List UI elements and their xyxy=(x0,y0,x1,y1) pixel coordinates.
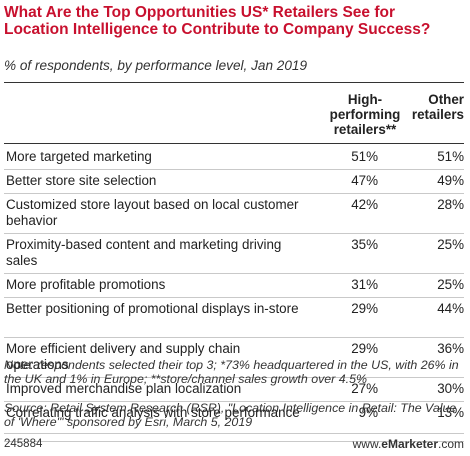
value-high-performing: 29% xyxy=(351,301,378,316)
value-high-performing: 27% xyxy=(351,381,378,396)
column-header-high-performing: High-performing retailers** xyxy=(329,92,401,137)
row-label: More efficient delivery and supply chain… xyxy=(6,341,241,372)
row-label: Proximity-based content and marketing dr… xyxy=(6,237,282,268)
chart-title: What Are the Top Opportunities US* Retai… xyxy=(4,4,431,38)
row-label: More targeted marketing xyxy=(6,149,152,164)
top-rule xyxy=(4,82,464,83)
value-high-performing: 9% xyxy=(358,405,378,420)
footer-rule xyxy=(4,433,464,434)
row-label: Improved merchandise plan localization xyxy=(6,381,242,396)
value-other-retailers: 51% xyxy=(437,149,464,164)
row-label: Correlating traffic analysis with store … xyxy=(6,405,300,420)
value-high-performing: 51% xyxy=(351,149,378,164)
table-row: Proximity-based content and marketing dr… xyxy=(4,233,464,274)
value-high-performing: 29% xyxy=(351,341,378,356)
row-label: Customized store layout based on local c… xyxy=(6,197,299,228)
value-high-performing: 35% xyxy=(351,237,378,252)
row-label: More profitable promotions xyxy=(6,277,166,292)
table-row: More profitable promotions 31% 25% xyxy=(4,273,464,298)
row-label: Better store site selection xyxy=(6,173,157,188)
value-other-retailers: 28% xyxy=(437,197,464,212)
column-header-other-retailers: Other retailers xyxy=(411,92,464,122)
table-row: Correlating traffic analysis with store … xyxy=(4,401,464,442)
table-row: Improved merchandise plan localization 27… xyxy=(4,377,464,402)
brand-logo: www.eMarketer.com xyxy=(353,437,464,451)
source-note: Source: Retail System Research (RSR), "L… xyxy=(4,401,457,429)
chart-id: 245884 xyxy=(4,438,43,450)
value-other-retailers: 25% xyxy=(437,277,464,292)
row-label: Better positioning of promotional displa… xyxy=(6,301,299,316)
table-row: Better positioning of promotional displa… xyxy=(4,297,464,338)
value-high-performing: 47% xyxy=(351,173,378,188)
table-row: Better store site selection 47% 49% xyxy=(4,169,464,194)
value-other-retailers: 36% xyxy=(437,341,464,356)
chart-subtitle: % of respondents, by performance level, … xyxy=(4,58,308,73)
value-other-retailers: 30% xyxy=(437,381,464,396)
value-other-retailers: 49% xyxy=(437,173,464,188)
brand-prefix: www. xyxy=(352,437,382,451)
value-other-retailers: 25% xyxy=(437,237,464,252)
value-high-performing: 42% xyxy=(351,197,378,212)
footnote: Note: respondents selected their top 3; … xyxy=(4,358,459,386)
table-row: Customized store layout based on local c… xyxy=(4,193,464,234)
value-other-retailers: 44% xyxy=(437,301,464,316)
brand-name: eMarketer xyxy=(381,437,438,451)
brand-suffix: .com xyxy=(437,437,464,451)
table-row: More efficient delivery and supply chain… xyxy=(4,337,464,378)
header-rule xyxy=(4,143,464,144)
table-row: More targeted marketing 51% 51% xyxy=(4,145,464,170)
value-other-retailers: 13% xyxy=(437,405,464,420)
value-high-performing: 31% xyxy=(351,277,378,292)
